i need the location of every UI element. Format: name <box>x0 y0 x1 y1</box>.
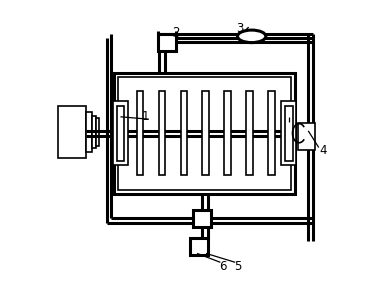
Bar <box>159 92 165 175</box>
Ellipse shape <box>238 30 266 43</box>
Bar <box>194 210 211 227</box>
Bar <box>137 92 144 175</box>
Bar <box>96 118 99 146</box>
Bar <box>181 92 187 175</box>
Bar <box>86 112 91 152</box>
Text: 3: 3 <box>236 22 243 35</box>
Text: 5: 5 <box>235 260 242 273</box>
Text: 4: 4 <box>320 144 327 157</box>
Bar <box>202 92 209 175</box>
Bar <box>246 92 253 175</box>
Bar <box>224 92 231 175</box>
Text: 1: 1 <box>142 110 149 123</box>
Bar <box>298 123 315 150</box>
Bar <box>158 34 176 51</box>
Text: 6: 6 <box>219 260 227 273</box>
Text: 1: 1 <box>284 111 291 124</box>
Bar <box>268 92 275 175</box>
Text: 2: 2 <box>172 26 179 39</box>
Bar <box>58 106 86 158</box>
Bar <box>116 106 124 161</box>
Bar <box>113 101 128 165</box>
Bar <box>91 116 96 147</box>
Bar <box>281 101 296 165</box>
Bar <box>190 238 208 255</box>
Bar <box>115 73 295 194</box>
Bar <box>118 76 291 190</box>
Bar <box>285 106 293 161</box>
